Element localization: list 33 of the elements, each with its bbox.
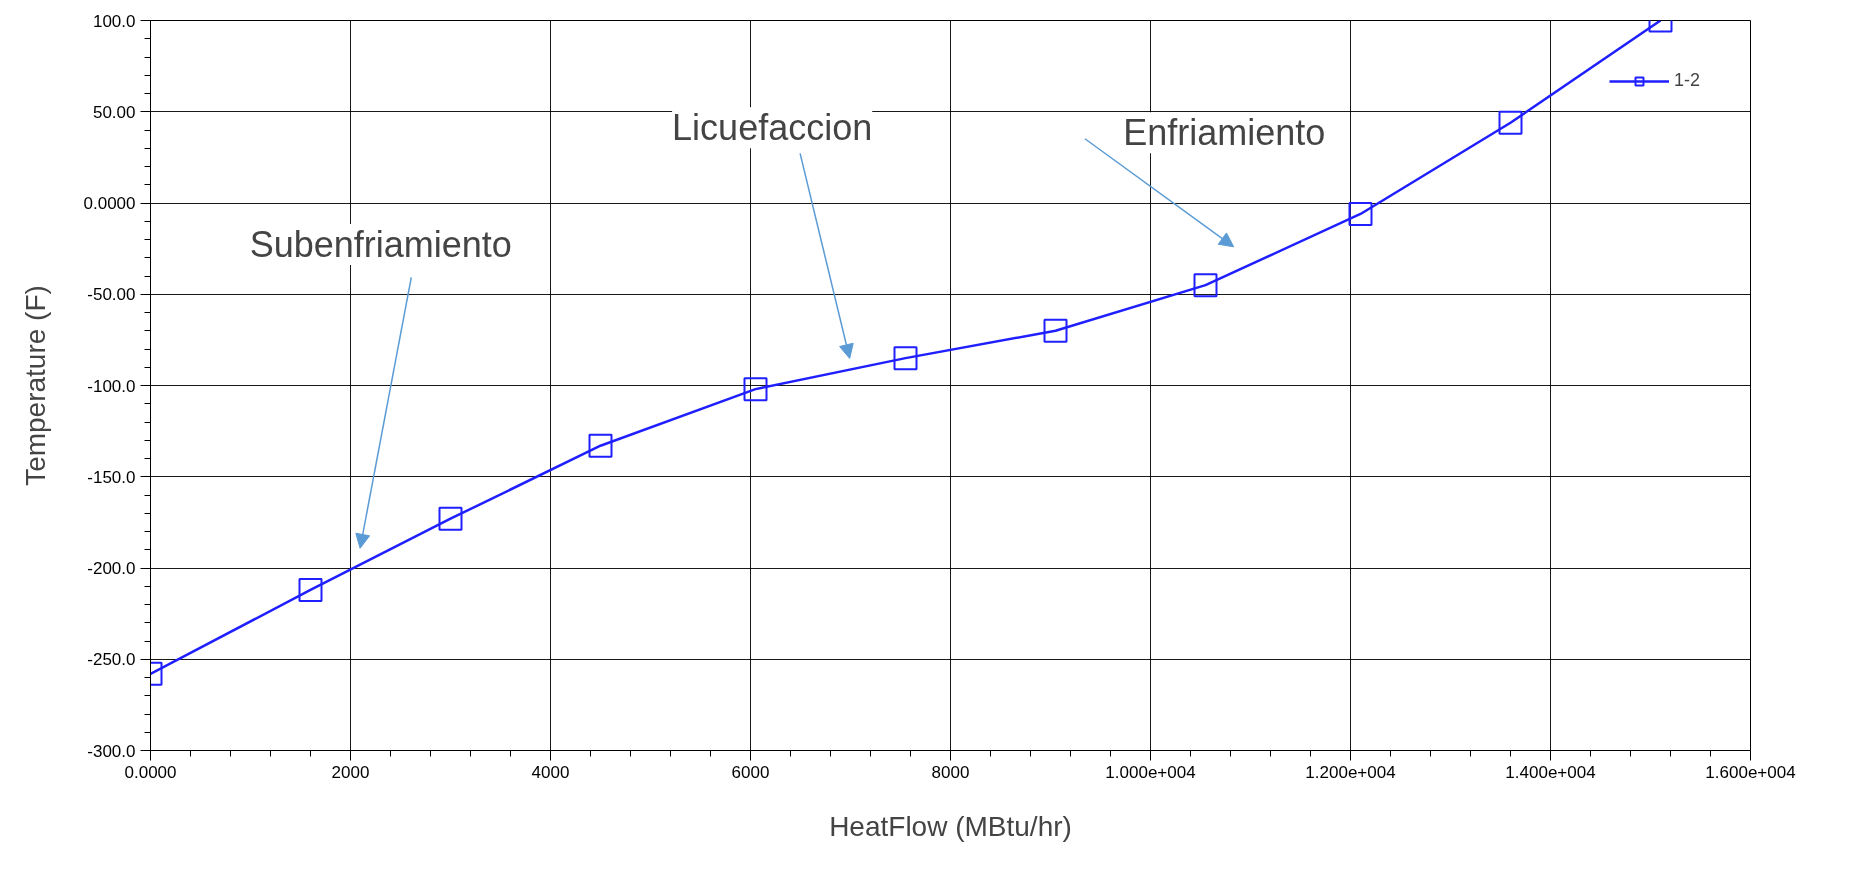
y-tick-label: 100.0 xyxy=(92,11,136,31)
annotation: Enfriamiento xyxy=(1123,112,1326,154)
x-tick-label: 0.0000 xyxy=(124,762,177,782)
point xyxy=(1193,273,1218,298)
point xyxy=(588,433,613,458)
y-tick-label: -50.00 xyxy=(87,285,136,305)
y-tick-label: -200.0 xyxy=(87,559,136,578)
y-axis-title: Temperature (F) xyxy=(19,285,51,486)
y-tick-label: -150.0 xyxy=(87,467,136,487)
x-tick-label: 1.600e+004 xyxy=(1705,762,1796,782)
point xyxy=(438,506,463,531)
point xyxy=(743,377,768,402)
y-tick-label: -250.0 xyxy=(87,650,136,670)
x-tick-label: 1.000e+004 xyxy=(1105,762,1196,782)
x-tick-label: 4000 xyxy=(531,762,570,782)
y-tick-label: -100.0 xyxy=(87,376,136,396)
annotation: Subenfriamiento xyxy=(249,224,512,266)
point xyxy=(298,577,323,602)
x-tick-label: 1.200e+004 xyxy=(1305,762,1396,782)
legend-label: 1-2 xyxy=(1673,70,1700,91)
y-tick-label: 50.00 xyxy=(92,102,136,122)
x-tick-label: 1.400e+004 xyxy=(1505,762,1596,782)
y-tick-label: 0.0000 xyxy=(83,194,136,213)
x-tick-label: 2000 xyxy=(331,762,370,782)
point xyxy=(1498,110,1523,135)
point xyxy=(1348,201,1373,226)
point xyxy=(893,346,918,371)
point xyxy=(1043,318,1068,343)
y-tick-label: -300.0 xyxy=(87,741,136,761)
annotation: Licuefaccion xyxy=(672,107,873,149)
x-tick-label: 6000 xyxy=(731,762,770,782)
x-tick-label: 8000 xyxy=(931,762,970,782)
x-axis-title: HeatFlow (MBtu/hr) xyxy=(829,810,1072,842)
